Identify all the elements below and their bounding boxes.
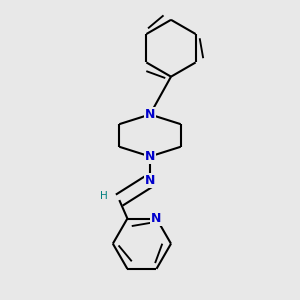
Text: N: N bbox=[145, 174, 155, 187]
Text: N: N bbox=[145, 108, 155, 121]
Text: N: N bbox=[151, 212, 162, 225]
Text: N: N bbox=[145, 150, 155, 163]
Text: H: H bbox=[100, 191, 108, 201]
